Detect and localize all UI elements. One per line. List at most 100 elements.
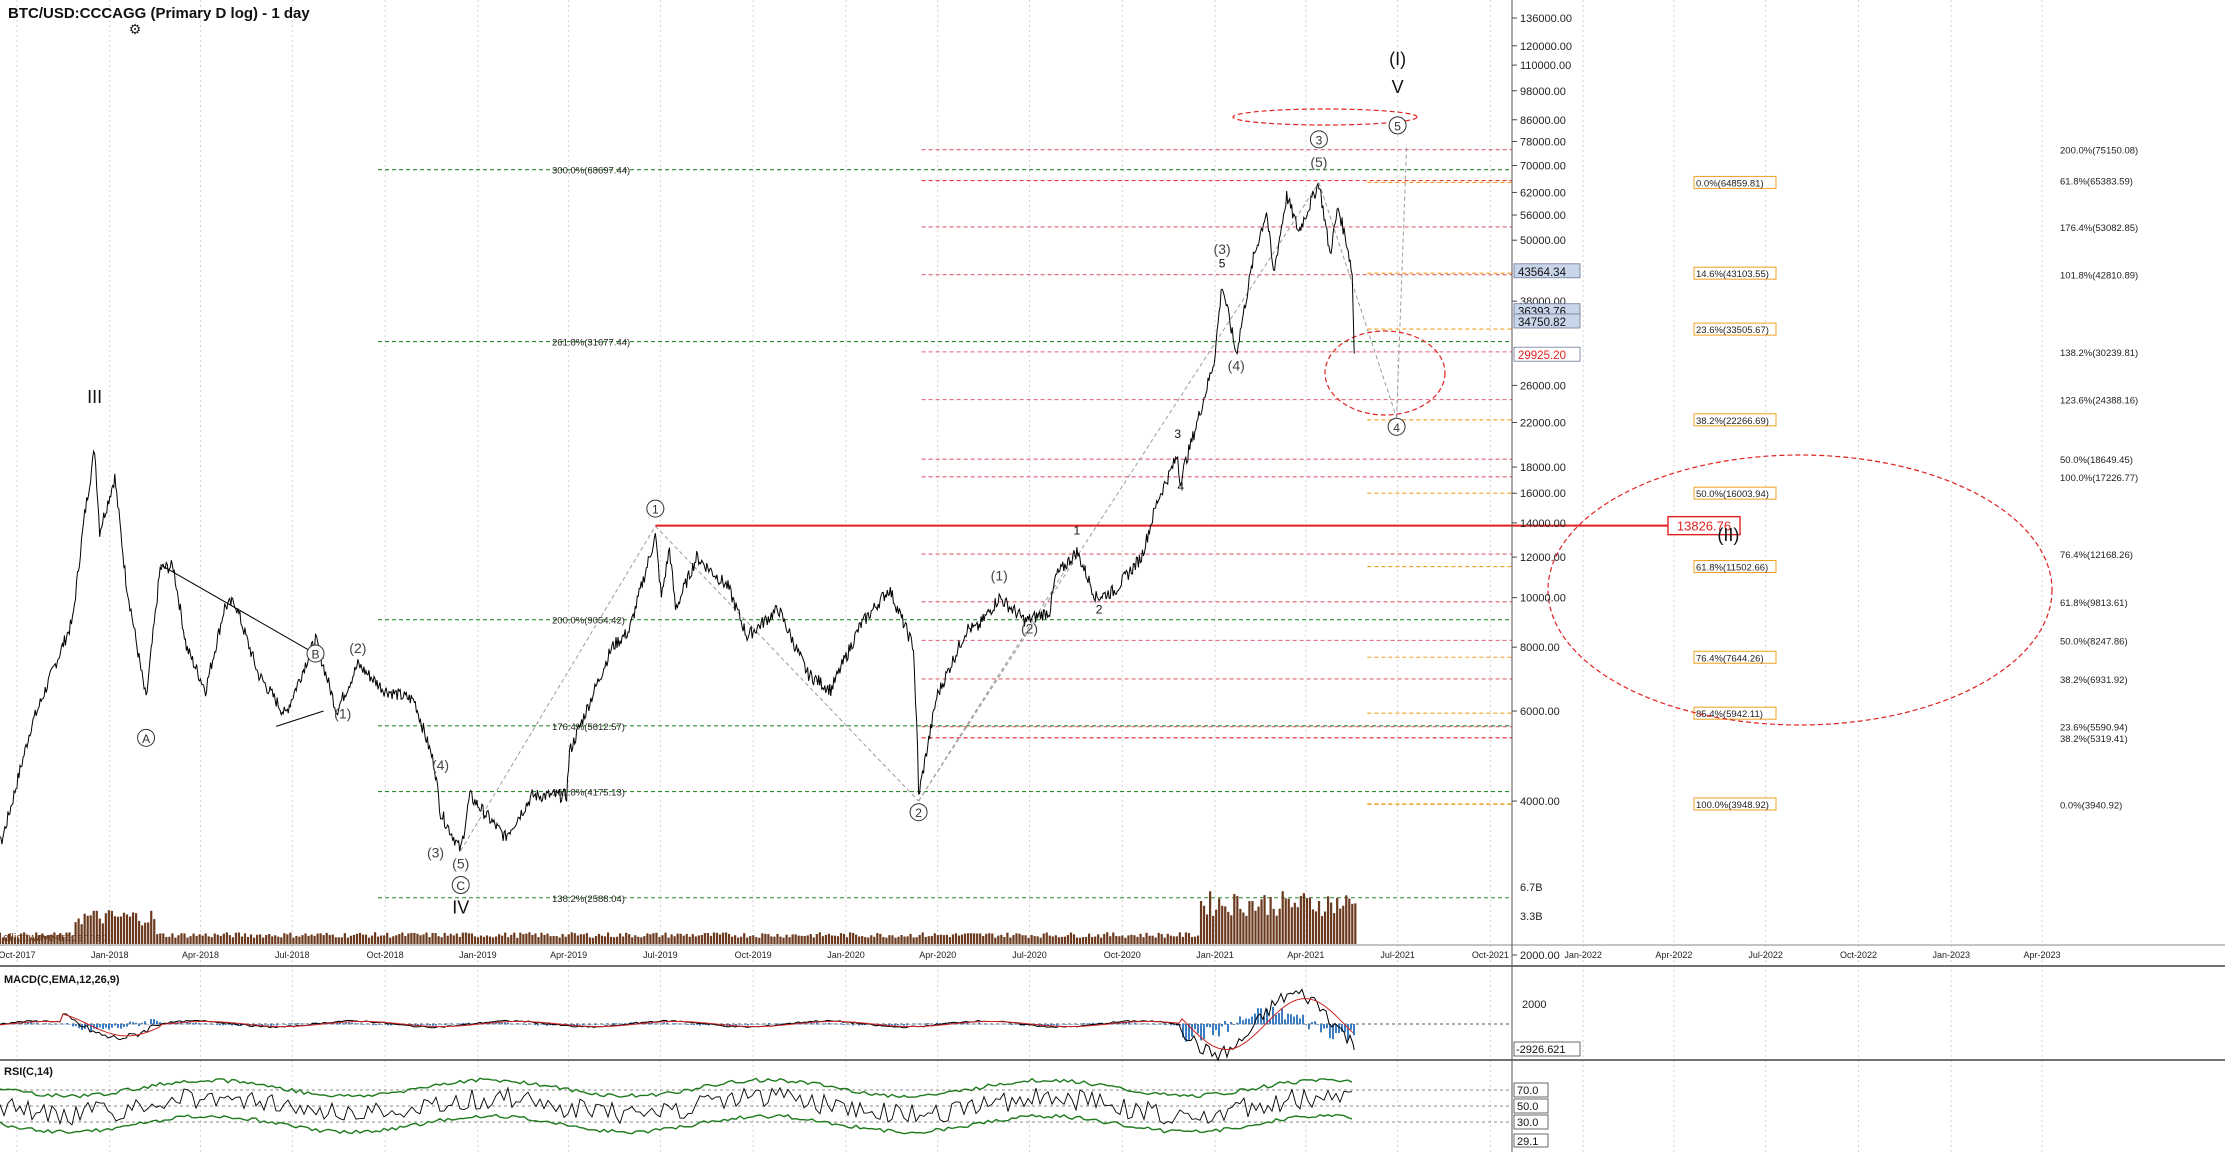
x-tick-label: Jan-2023 [1932,950,1970,960]
wave-label: 3 [1174,427,1181,441]
macd-histogram-bar [675,1023,677,1024]
volume-bar [946,935,948,944]
volume-bar [1209,891,1211,944]
macd-histogram-bar [579,1024,581,1025]
volume-bar [1027,938,1029,944]
volume-bar [1024,935,1026,944]
volume-bar [897,937,899,944]
volume-bar [271,936,273,944]
macd-histogram-bar [303,1024,305,1025]
macd-histogram-bar [498,1023,500,1025]
volume-bar [552,936,554,944]
volume-bar [1303,893,1305,944]
macd-histogram-bar [102,1024,104,1029]
macd-histogram-bar [1161,1024,1163,1025]
macd-histogram-bar [132,1022,134,1024]
volume-bar [804,936,806,944]
macd-histogram-bar [144,1021,146,1024]
macd-histogram-bar [972,1024,974,1025]
volume-bar [991,934,993,944]
volume-bar [652,933,654,944]
macd-histogram-bar [672,1023,674,1024]
volume-bar [1127,935,1129,944]
volume-bar [489,937,491,944]
volume-bar [147,922,149,944]
fib-level-label: 50.0%(8247.86) [2060,636,2128,647]
macd-histogram-bar [63,1024,65,1025]
volume-bar [1152,936,1154,944]
volume-bar [643,936,645,944]
volume-bar [1276,916,1278,944]
macd-histogram-bar [912,1024,914,1025]
volume-bar [788,937,790,944]
x-tick-label: Apr-2020 [919,950,956,960]
volume-bar [1167,934,1169,944]
volume-bar [389,938,391,944]
macd-histogram-bar [501,1023,503,1024]
volume-bar [734,935,736,944]
volume-bar [1221,906,1223,944]
volume-bar [628,934,630,944]
wave-label: 5 [1394,119,1401,133]
volume-bar [894,938,896,944]
volume-bar [922,932,924,944]
volume-bar [1133,935,1135,944]
macd-histogram-bar [105,1024,107,1028]
macd-histogram-bar [843,1024,845,1025]
volume-bar [619,933,621,944]
volume-bar [422,934,424,944]
volume-bar [244,933,246,944]
volume-bar [731,937,733,944]
volume-bar [386,933,388,944]
macd-histogram-bar [462,1023,464,1024]
wave-label: A [142,732,150,746]
volume-bar [864,937,866,944]
volume-bar [598,934,600,944]
macd-histogram-bar [357,1023,359,1024]
volume-bar [435,933,437,944]
macd-histogram-bar [1056,1024,1058,1026]
wave-label: (I) [1389,49,1406,69]
fib-level-label: 176.4%(53082.85) [2060,223,2138,234]
macd-histogram-bar [771,1024,773,1025]
fib-level-label: 76.4%(7644.26) [1696,653,1764,664]
macd-histogram-bar [114,1024,116,1025]
wave-label: B [311,648,319,662]
volume-bar [976,933,978,944]
volume-bar [879,934,881,944]
macd-histogram-bar [342,1023,344,1024]
volume-bar [855,935,857,944]
macd-histogram-bar [360,1024,362,1025]
volume-bar [955,933,957,944]
macd-histogram-bar [1314,1021,1316,1024]
volume-bar [546,934,548,944]
volume-bar [540,933,542,944]
wave-label: 1 [1074,523,1081,537]
macd-histogram-bar [891,1024,893,1025]
volume-axis-label: 3.3B [1520,911,1543,923]
volume-bar [111,911,113,944]
volume-bar [1330,903,1332,944]
volume-bar [565,937,567,944]
volume-bar [613,937,615,944]
macd-histogram-bar [693,1024,695,1025]
volume-bar [425,933,427,944]
volume-bar [1018,934,1020,944]
wave-label: (2) [349,640,366,656]
volume-bar [583,934,585,944]
fib-level-label: 138.2%(30239.81) [2060,348,2138,359]
macd-histogram-bar [702,1024,704,1025]
volume-bar [725,932,727,944]
volume-bar [1345,895,1347,944]
wave-label: 1 [652,503,659,517]
macd-histogram-bar [270,1024,272,1026]
volume-bar [852,933,854,944]
volume-bar [934,933,936,944]
volume-bar [189,936,191,944]
volume-bar [737,938,739,944]
macd-histogram-bar [978,1023,980,1025]
volume-bar [1006,933,1008,944]
fib-level-label: 38.2%(22266.69) [1696,416,1769,427]
volume-bar [982,936,984,944]
volume-bar [834,936,836,944]
